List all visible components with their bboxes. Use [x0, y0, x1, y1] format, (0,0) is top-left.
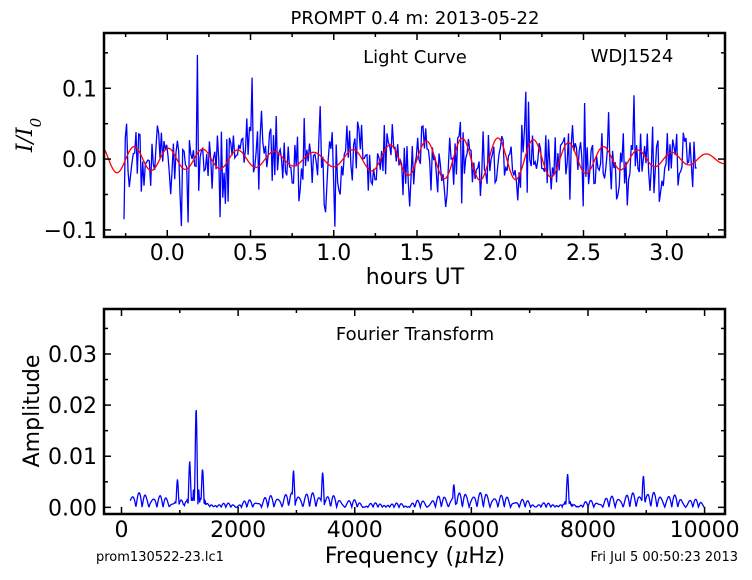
- figure-title: PROMPT 0.4 m: 2013-05-22: [291, 8, 540, 29]
- light-curve-series-group: [104, 54, 725, 227]
- light-curve-x-tick-label: 2.0: [483, 241, 518, 266]
- light-curve-x-tick-label: 2.5: [566, 241, 601, 266]
- light-curve-x-tick-label: 1.5: [399, 241, 434, 266]
- fourier-x-tick-label: 10000: [670, 518, 740, 543]
- fourier-x-tick-label: 4000: [327, 518, 383, 543]
- fourier-xlabel: Frequency (μHz): [325, 544, 505, 569]
- fourier-amplitude-series: [129, 409, 705, 510]
- footer-timestamp: Fri Jul 5 00:50:23 2013: [591, 550, 738, 565]
- fourier-ylabel: Amplitude: [20, 355, 45, 468]
- fourier-y-tick-label: 0.00: [48, 496, 97, 521]
- fourier-x-tick-label: 2000: [210, 518, 266, 543]
- light-curve-ylabel: I/I0: [13, 117, 45, 153]
- fourier-x-ticks: 0 2000 4000 6000 8000 10000: [114, 309, 740, 543]
- light-curve-x-tick-label: 3.0: [649, 241, 684, 266]
- light-curve-x-tick-label: 1.0: [316, 241, 351, 266]
- light-curve-y-ticks: −0.1 0.0 0.1: [44, 52, 725, 244]
- light-curve-y-tick-label: −0.1: [44, 219, 97, 244]
- fourier-y-tick-label: 0.03: [48, 343, 97, 368]
- fourier-panel: 0 2000 4000 6000 8000 10000 0.000.010.020.03 …: [20, 307, 740, 569]
- light-curve-model-series: [104, 137, 725, 181]
- fourier-y-ticks: 0.00 0.01 0.02 0.03: [48, 327, 725, 521]
- light-curve-title: Light Curve: [363, 47, 467, 68]
- fourier-x-tick-label: 8000: [560, 518, 616, 543]
- light-curve-annotation: WDJ1524: [591, 46, 674, 67]
- light-curve-panel: 0.0 0.5 1.0 1.5 2.0 2.5 3.0 −0.1 0.0 0.1 Light C…: [13, 31, 727, 290]
- fourier-series-group: [129, 409, 705, 510]
- light-curve-data-series: [123, 54, 697, 227]
- light-curve-frame: [102, 31, 727, 239]
- fourier-x-tick-label: 0: [114, 518, 128, 543]
- footer-filename: prom130522-23.lc1: [96, 550, 224, 565]
- light-curve-x-ticks: 0.0 0.5 1.0 1.5 2.0 2.5 3.0: [124, 33, 710, 266]
- fourier-x-tick-label: 6000: [443, 518, 499, 543]
- light-curve-y-tick-label: 0.1: [62, 77, 97, 102]
- light-curve-x-tick-label: 0.0: [150, 241, 185, 266]
- light-curve-x-tick-label: 0.5: [233, 241, 268, 266]
- fourier-y-tick-label: 0.01: [48, 445, 97, 470]
- light-curve-xlabel: hours UT: [366, 265, 465, 290]
- fourier-title: Fourier Transform: [336, 324, 494, 345]
- fourier-frame: [102, 307, 727, 516]
- fourier-y-tick-label: 0.02: [48, 394, 97, 419]
- light-curve-y-tick-label: 0.0: [62, 148, 97, 173]
